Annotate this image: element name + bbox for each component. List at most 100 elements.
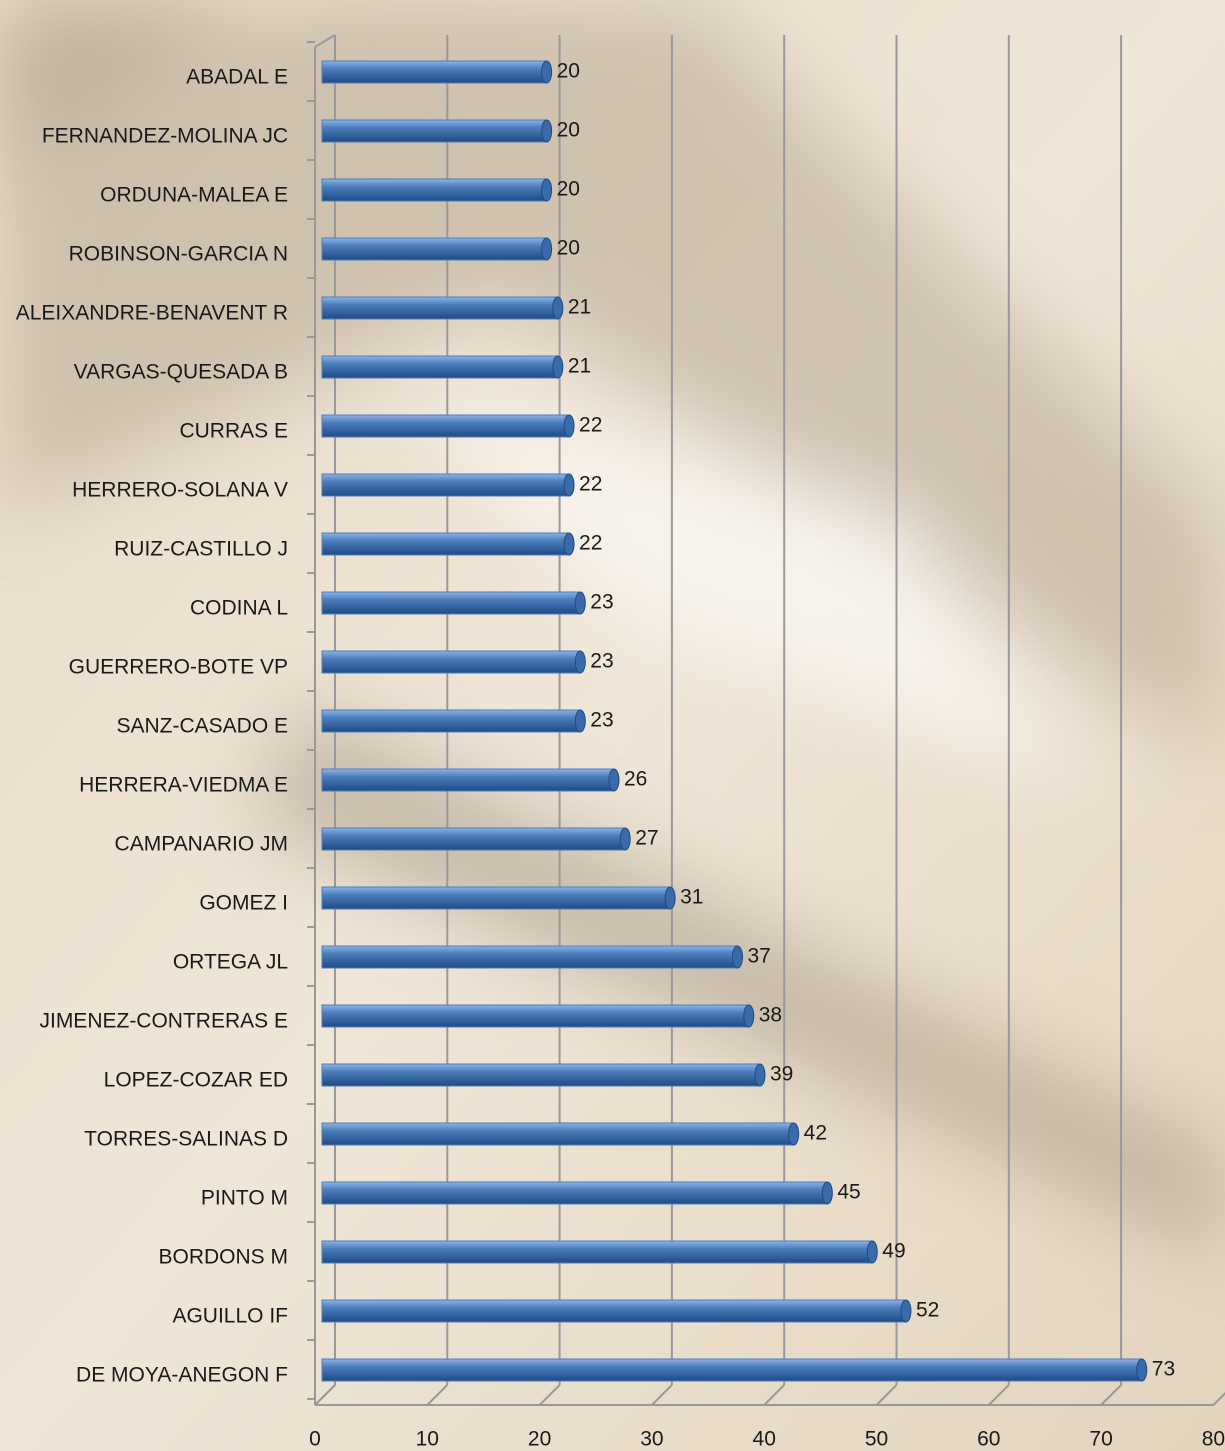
y-tick-label: HERRERA-VIEDMA E (79, 774, 288, 797)
bar (322, 592, 580, 614)
chart: 0 10 20 30 40 50 60 70 80 ABADAL E 20 FERNANDEZ-MOL… (0, 0, 1225, 1451)
y-tick-label: ORDUNA-MALEA E (100, 184, 288, 207)
bar (322, 1182, 827, 1204)
bar (322, 415, 569, 437)
y-tick-label: HERRERO-SOLANA V (72, 479, 288, 502)
x-tick-label: 60 (977, 1428, 1000, 1451)
bar-cap (553, 356, 563, 378)
data-label: 23 (590, 650, 613, 673)
bar-cap (542, 238, 552, 260)
bar-cap (553, 297, 563, 319)
y-tick-label: CODINA L (190, 597, 288, 620)
y-tick-label: VARGAS-QUESADA B (74, 361, 288, 384)
bar (322, 651, 580, 673)
bar (322, 474, 569, 496)
data-label: 37 (748, 945, 771, 968)
bar-cap (542, 61, 552, 83)
data-label: 20 (557, 60, 580, 83)
data-label: 20 (557, 237, 580, 260)
data-label: 31 (680, 886, 703, 909)
bar-cap (564, 533, 574, 555)
data-label: 22 (579, 473, 602, 496)
data-label: 22 (579, 414, 602, 437)
data-label: 39 (770, 1063, 793, 1086)
bar (322, 238, 547, 260)
y-tick-label: GOMEZ I (199, 892, 288, 915)
x-tick-label: 10 (416, 1428, 439, 1451)
x-tick-label: 70 (1089, 1428, 1112, 1451)
x-tick-label: 80 (1202, 1428, 1225, 1451)
bar (322, 297, 558, 319)
bar (322, 887, 670, 909)
bar-cap (620, 828, 630, 850)
bar-cap (733, 946, 743, 968)
x-tick-label: 30 (640, 1428, 663, 1451)
y-tick-label: TORRES-SALINAS D (84, 1128, 288, 1151)
data-label: 49 (882, 1240, 905, 1263)
bar (322, 946, 738, 968)
y-tick-label: ORTEGA JL (173, 951, 288, 974)
y-tick-label: CURRAS E (179, 420, 288, 443)
x-tick-label: 50 (865, 1428, 888, 1451)
page: 0 10 20 30 40 50 60 70 80 ABADAL E 20 FERNANDEZ-MOL… (0, 0, 1225, 1451)
x-tick-label: 0 (309, 1428, 321, 1451)
bar (322, 1064, 760, 1086)
bar (322, 1123, 794, 1145)
bar (322, 1005, 749, 1027)
y-tick-label: JIMENEZ-CONTRERAS E (39, 1010, 288, 1033)
bar-cap (822, 1182, 832, 1204)
y-tick-label: DE MOYA-ANEGON F (76, 1364, 288, 1387)
bar-cap (1137, 1359, 1147, 1381)
y-tick-label: BORDONS M (158, 1246, 288, 1269)
bar (322, 533, 569, 555)
data-label: 23 (590, 709, 613, 732)
bar-cap (901, 1300, 911, 1322)
bar-cap (575, 710, 585, 732)
data-label: 42 (804, 1122, 827, 1145)
bar-cap (665, 887, 675, 909)
bar (322, 61, 547, 83)
x-tick-label: 20 (528, 1428, 551, 1451)
data-label: 21 (568, 355, 591, 378)
data-label: 27 (635, 827, 658, 850)
bar-cap (575, 592, 585, 614)
data-label: 22 (579, 532, 602, 555)
y-tick-label: SANZ-CASADO E (116, 715, 288, 738)
data-label: 20 (557, 119, 580, 142)
bar (322, 120, 547, 142)
bar-cap (564, 474, 574, 496)
data-label: 73 (1152, 1358, 1175, 1381)
data-label: 20 (557, 178, 580, 201)
y-tick-label: RUIZ-CASTILLO J (114, 538, 288, 561)
y-tick-label: LOPEZ-COZAR ED (104, 1069, 288, 1092)
x-tick-label: 40 (753, 1428, 776, 1451)
bar (322, 1241, 872, 1263)
bar (322, 356, 558, 378)
bar (322, 1359, 1142, 1381)
data-label: 21 (568, 296, 591, 319)
y-tick-label: ROBINSON-GARCIA N (69, 243, 288, 266)
bar (322, 710, 580, 732)
y-tick-label: PINTO M (201, 1187, 288, 1210)
y-tick-label: GUERRERO-BOTE VP (69, 656, 288, 679)
y-tick-label: ABADAL E (186, 66, 288, 89)
data-label: 45 (837, 1181, 860, 1204)
bar (322, 1300, 906, 1322)
bar (322, 179, 547, 201)
data-label: 52 (916, 1299, 939, 1322)
y-tick-label: FERNANDEZ-MOLINA JC (42, 125, 288, 148)
bar-cap (564, 415, 574, 437)
bar-cap (609, 769, 619, 791)
bar-cap (755, 1064, 765, 1086)
y-tick-label: ALEIXANDRE-BENAVENT R (16, 302, 288, 325)
data-label: 23 (590, 591, 613, 614)
bar-cap (867, 1241, 877, 1263)
y-tick-label: AGUILLO IF (172, 1305, 288, 1328)
bar (322, 769, 614, 791)
bar-cap (575, 651, 585, 673)
bar-cap (789, 1123, 799, 1145)
data-label: 38 (759, 1004, 782, 1027)
y-tick-label: CAMPANARIO JM (115, 833, 288, 856)
bar (322, 828, 625, 850)
bar-cap (744, 1005, 754, 1027)
